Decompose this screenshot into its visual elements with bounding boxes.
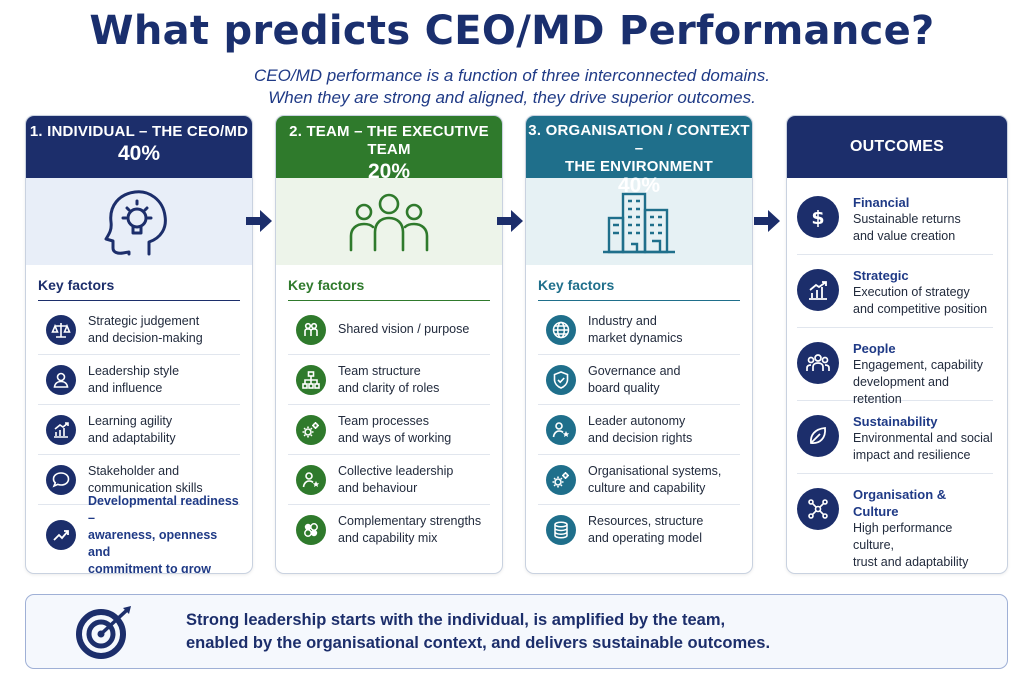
list-item: Organisational systems, culture and capab… xyxy=(538,455,740,505)
column-header: 1. INDIVIDUAL – THE CEO/MD 40% xyxy=(26,116,252,178)
arrow-right-icon xyxy=(754,210,780,232)
list-item: Resources, structure and operating model xyxy=(538,505,740,555)
column-title: 2. TEAM – THE EXECUTIVE TEAM xyxy=(289,123,489,158)
summary-banner: Strong leadership starts with the indivi… xyxy=(25,594,1008,669)
page-title: What predicts CEO/MD Performance? xyxy=(89,8,935,54)
key-factors-list: Strategic judgement and decision-making L… xyxy=(38,305,240,573)
list-item: Stakeholder and communication skills xyxy=(38,455,240,505)
column-percentage: 20% xyxy=(367,160,411,183)
column-title-line-2: THE ENVIRONMENT xyxy=(564,158,713,175)
list-item: Leadership style and influence xyxy=(38,355,240,405)
column-title: 1. INDIVIDUAL – THE CEO/MD xyxy=(29,123,249,140)
target-icon xyxy=(66,604,146,660)
gears-icon xyxy=(296,414,326,445)
key-factors-label: Key factors xyxy=(288,277,490,301)
org-chart-icon xyxy=(296,364,326,395)
list-item: Leader autonomy and decision rights xyxy=(538,405,740,455)
chat-bubble-icon xyxy=(46,464,76,495)
leaf-icon xyxy=(797,415,839,457)
list-item: Shared vision / purpose xyxy=(288,305,490,355)
leader-star-icon xyxy=(296,464,326,495)
key-factors-label: Key factors xyxy=(538,277,740,301)
column-team: 2. TEAM – THE EXECUTIVE TEAM 20% Key fac… xyxy=(275,115,503,574)
column-outcomes: OUTCOMES $ Financial Sustainable returns… xyxy=(786,115,1008,574)
group-icon xyxy=(276,178,502,265)
list-item: Strategic judgement and decision-making xyxy=(38,305,240,355)
people-icon xyxy=(296,314,326,345)
key-factors-list: Industry and market dynamics Governance a… xyxy=(538,305,740,555)
outcome-financial: $ Financial Sustainable returns and valu… xyxy=(797,182,993,255)
column-percentage: 40% xyxy=(117,142,161,165)
outcomes-list: $ Financial Sustainable returns and valu… xyxy=(797,182,993,569)
buildings-icon xyxy=(526,178,752,265)
column-title: 3. ORGANISATION / CONTEXT – xyxy=(528,122,750,157)
column-percentage: 40% xyxy=(617,174,661,197)
summary-line-2: enabled by the organisational context, a… xyxy=(186,633,771,652)
list-item: Team processes and ways of working xyxy=(288,405,490,455)
scales-icon xyxy=(46,314,76,345)
page-subtitle: CEO/MD performance is a function of thre… xyxy=(0,65,1024,109)
shield-icon xyxy=(546,364,576,395)
list-item: Team structure and clarity of roles xyxy=(288,355,490,405)
summary-text: Strong leadership starts with the indivi… xyxy=(186,609,770,655)
arrow-right-icon xyxy=(497,210,523,232)
arrow-right-icon xyxy=(246,210,272,232)
svg-text:$: $ xyxy=(811,207,824,229)
outcome-sustainability: Sustainability Environmental and social … xyxy=(797,401,993,474)
bar-chart-icon xyxy=(797,269,839,311)
puzzle-icon xyxy=(296,515,326,545)
column-individual: 1. INDIVIDUAL – THE CEO/MD 40% Key facto… xyxy=(25,115,253,574)
subtitle-line-1: CEO/MD performance is a function of thre… xyxy=(254,66,770,85)
head-lightbulb-icon xyxy=(26,178,252,265)
key-factors-list: Shared vision / purpose Team structure an… xyxy=(288,305,490,555)
column-header: 3. ORGANISATION / CONTEXT – THE ENVIRONM… xyxy=(526,116,752,196)
summary-line-1: Strong leadership starts with the indivi… xyxy=(186,610,726,629)
outcomes-header: OUTCOMES xyxy=(787,116,1007,178)
gears-icon xyxy=(546,464,576,495)
list-item: Collective leadership and behaviour xyxy=(288,455,490,505)
outcome-people: People Engagement, capability developmen… xyxy=(797,328,993,406)
network-icon xyxy=(797,488,839,530)
list-item: Learning agility and adaptability xyxy=(38,405,240,455)
outcomes-title: OUTCOMES xyxy=(849,138,945,155)
growth-chart-icon xyxy=(46,414,76,445)
trend-arrow-icon xyxy=(46,520,76,550)
dollar-icon: $ xyxy=(797,196,839,238)
column-organisation: 3. ORGANISATION / CONTEXT – THE ENVIRONM… xyxy=(525,115,753,574)
list-item: Governance and board quality xyxy=(538,355,740,405)
subtitle-line-2: When they are strong and aligned, they d… xyxy=(268,88,756,107)
database-icon xyxy=(546,515,576,545)
list-item: Industry and market dynamics xyxy=(538,305,740,355)
outcome-organisation-culture: Organisation & Culture High performance … xyxy=(797,474,993,569)
list-item: Complementary strengths and capability mi… xyxy=(288,505,490,555)
list-item: Developmental readiness – awareness, open… xyxy=(38,494,240,573)
people-group-icon xyxy=(797,342,839,384)
column-header: 2. TEAM – THE EXECUTIVE TEAM 20% xyxy=(276,116,502,183)
outcome-strategic: Strategic Execution of strategy and comp… xyxy=(797,255,993,328)
person-icon xyxy=(46,364,76,395)
key-factors-label: Key factors xyxy=(38,277,240,301)
person-star-icon xyxy=(546,414,576,445)
globe-icon xyxy=(546,314,576,345)
